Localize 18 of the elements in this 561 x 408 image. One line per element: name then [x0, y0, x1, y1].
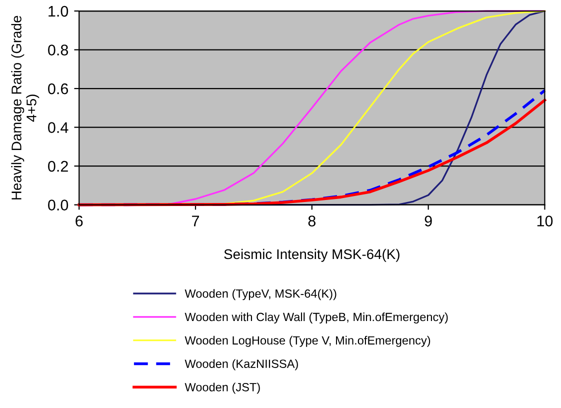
x-tick-label: 10 [537, 216, 553, 226]
legend-label: Wooden (TypeV, MSK-64(K)) [184, 289, 336, 300]
x-tick-label: 8 [308, 216, 316, 226]
x-axis-title: Seismic Intensity MSK-64(K) [224, 248, 400, 262]
legend-label: Wooden (JST) [184, 382, 260, 394]
y-tick-label: 1.0 [48, 6, 68, 17]
x-tick-label: 7 [192, 216, 199, 226]
y-tick-label: 0.6 [48, 83, 68, 94]
y-tick-label: 0.8 [48, 44, 68, 56]
y-axis-title: Heavily Damage Ratio (Grade 4+5) [11, 16, 40, 200]
y-tick-label: 0.2 [48, 160, 68, 172]
legend-label: Wooden LogHouse (Type V, Min.ofEmergency) [184, 336, 430, 347]
y-tick-label: 0.4 [48, 122, 68, 133]
legend-label: Wooden with Clay Wall (TypeB, Min.ofEmergency) [184, 312, 448, 324]
x-tick-label: 9 [424, 216, 432, 226]
y-tick-label: 0.0 [48, 200, 68, 210]
x-tick-label: 6 [76, 216, 83, 226]
legend-label: Wooden (KazNIISSA) [184, 359, 298, 370]
